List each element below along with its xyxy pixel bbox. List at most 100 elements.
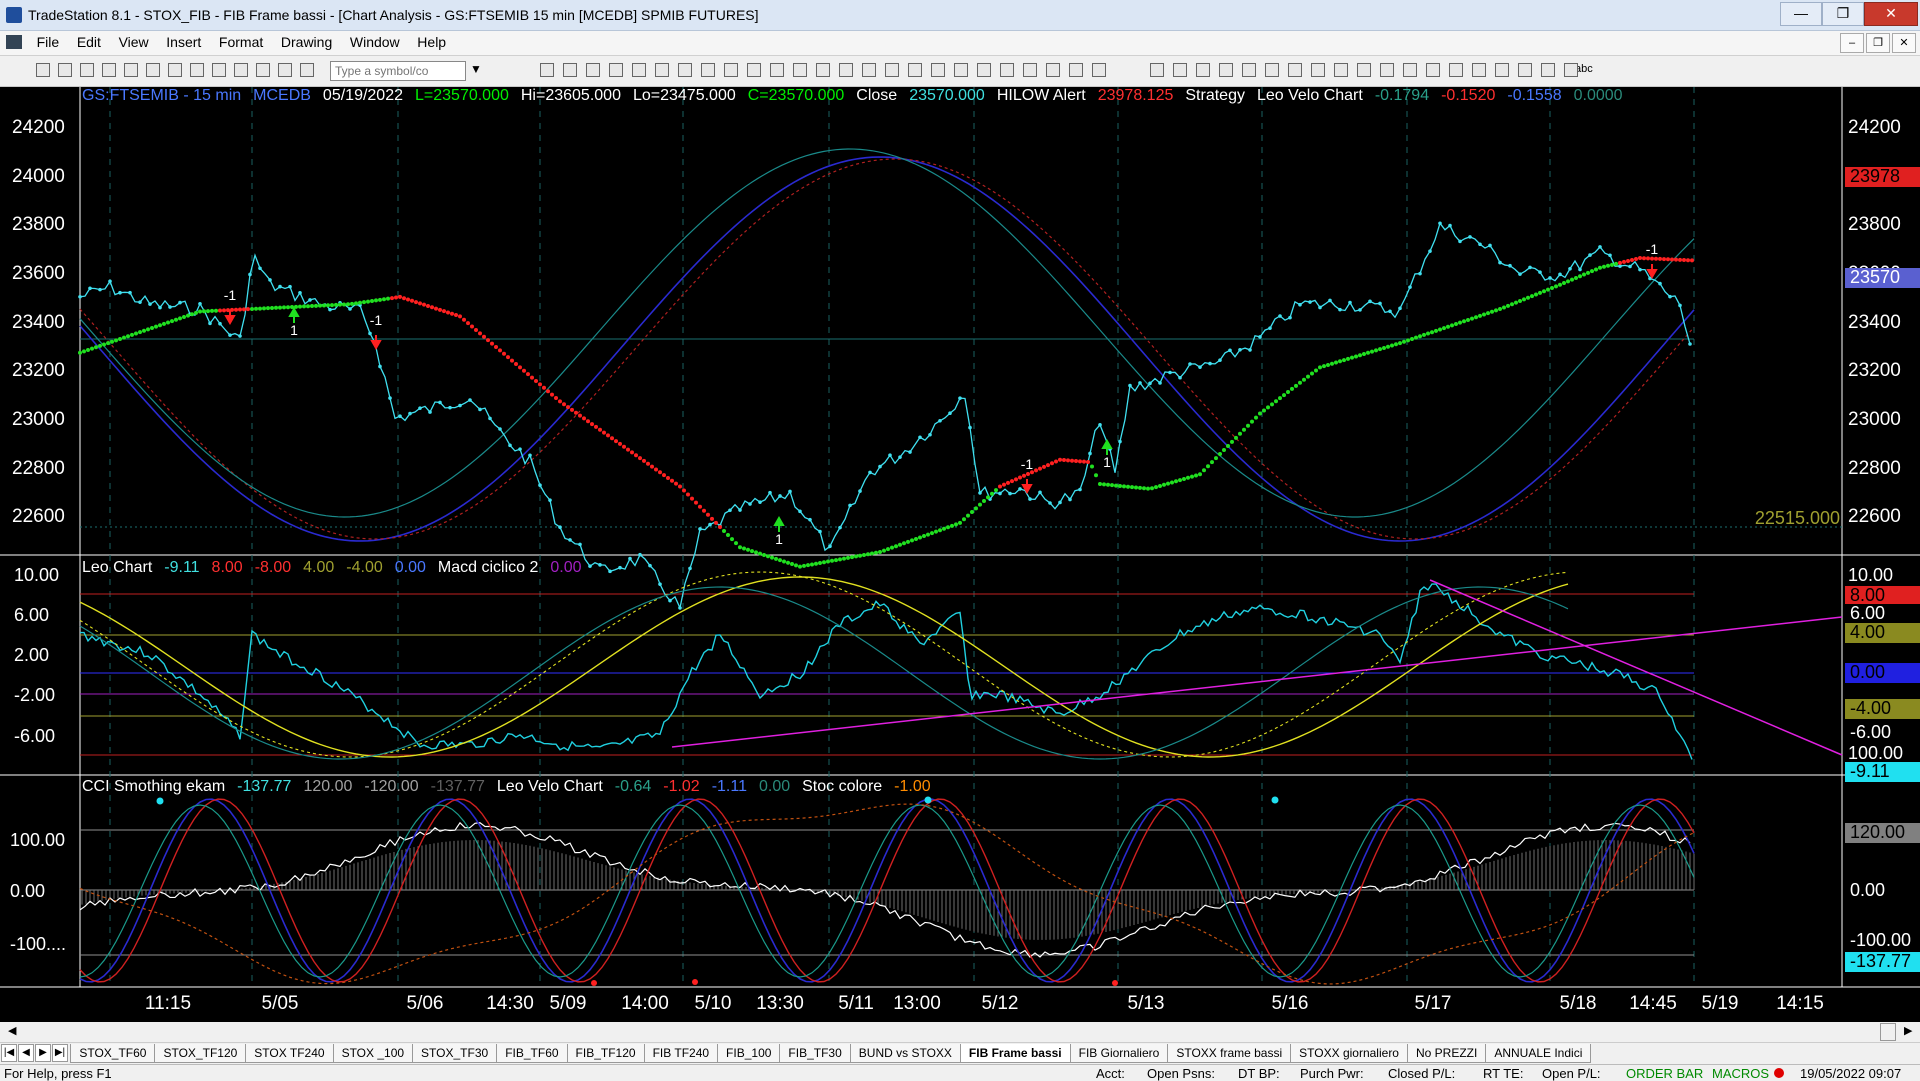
toolbar-tool-icon[interactable] (586, 63, 600, 77)
tab-fib-tf60[interactable]: FIB_TF60 (496, 1044, 568, 1063)
menu-view[interactable]: View (118, 34, 149, 50)
tab-fib-100[interactable]: FIB_100 (717, 1044, 781, 1063)
menu-window[interactable]: Window (349, 34, 400, 50)
toolbar-tool-icon[interactable] (102, 63, 116, 77)
tab-annuale-indici[interactable]: ANNUALE Indici (1485, 1044, 1592, 1063)
scroll-thumb[interactable] (1880, 1023, 1896, 1041)
toolbar-tool-icon[interactable] (1219, 63, 1233, 77)
toolbar-tool-icon[interactable] (977, 63, 991, 77)
mdi-close-button[interactable]: ✕ (1892, 33, 1916, 53)
toolbar-tool-icon[interactable] (1000, 63, 1014, 77)
toolbar-tool-icon[interactable] (770, 63, 784, 77)
tab-stox-tf30[interactable]: STOX_TF30 (412, 1044, 498, 1063)
toolbar-tool-icon[interactable] (1196, 63, 1210, 77)
toolbar-tool-icon[interactable] (1449, 63, 1463, 77)
scroll-left-icon[interactable]: ◀ (8, 1025, 17, 1037)
toolbar-tool-icon[interactable] (278, 63, 292, 77)
tab-bund-vs-stoxx[interactable]: BUND vs STOXX (849, 1044, 961, 1063)
toolbar-tool-icon[interactable] (1023, 63, 1037, 77)
toolbar-tool-icon[interactable] (1357, 63, 1371, 77)
toolbar-tool-icon[interactable] (1380, 63, 1394, 77)
horizontal-scrollbar[interactable]: ◀ ▶ (0, 1022, 1920, 1043)
toolbar-tool-icon[interactable] (885, 63, 899, 77)
tab-stoxx-frame-bassi[interactable]: STOXX frame bassi (1167, 1044, 1292, 1063)
toolbar-tool-icon[interactable] (1150, 63, 1164, 77)
toolbar-tool-icon[interactable] (1495, 63, 1509, 77)
menu-insert[interactable]: Insert (166, 34, 202, 50)
symbol-input[interactable] (330, 61, 466, 81)
macros-button[interactable]: MACROS (1712, 1066, 1770, 1081)
toolbar-tool-icon[interactable] (839, 63, 853, 77)
toolbar-tool-icon[interactable] (1265, 63, 1279, 77)
tab-last-icon[interactable]: ▶| (52, 1044, 68, 1062)
menu-drawing[interactable]: Drawing (280, 34, 333, 50)
toolbar-tool-icon[interactable] (1403, 63, 1417, 77)
toolbar-tool-icon[interactable] (701, 63, 715, 77)
tab-next-icon[interactable]: ▶ (35, 1044, 51, 1062)
chart-area[interactable]: -1 1 -1 1 -1 1 -1 GS:FTSEMIB - 15 min MCEDB 05/19… (0, 87, 1920, 1022)
tab-prev-icon[interactable]: ◀ (18, 1044, 34, 1062)
menu-format[interactable]: Format (218, 34, 264, 50)
toolbar-tool-icon[interactable] (1334, 63, 1348, 77)
toolbar-tool-icon[interactable] (724, 63, 738, 77)
minimize-button[interactable]: — (1780, 2, 1822, 26)
toolbar-tool-icon[interactable] (1092, 63, 1106, 77)
toolbar-tool-icon[interactable] (124, 63, 138, 77)
scroll-right-icon[interactable]: ▶ (1904, 1025, 1913, 1037)
chart-canvas[interactable]: -1 1 -1 1 -1 1 -1 GS:FTSEMIB - 15 min MCEDB 05/19… (0, 87, 1920, 1022)
maximize-button[interactable]: ❐ (1822, 2, 1864, 26)
toolbar-tool-icon[interactable] (747, 63, 761, 77)
tab-fib-giornaliero[interactable]: FIB Giornaliero (1069, 1044, 1169, 1063)
toolbar-tool-icon[interactable] (1242, 63, 1256, 77)
toolbar-tool-icon[interactable] (931, 63, 945, 77)
toolbar-tool-icon[interactable] (256, 63, 270, 77)
toolbar-tool-icon[interactable] (212, 63, 226, 77)
tab-stox-100[interactable]: STOX _100 (332, 1044, 414, 1063)
toolbar-tool-icon[interactable] (1426, 63, 1440, 77)
tab-fib-frame-bassi[interactable]: FIB Frame bassi (959, 1044, 1071, 1063)
close-button[interactable]: ✕ (1864, 2, 1918, 26)
toolbar-tool-icon[interactable] (168, 63, 182, 77)
toolbar-tool-icon[interactable] (655, 63, 669, 77)
tab-fib-tf30[interactable]: FIB_TF30 (779, 1044, 851, 1063)
tab-stox-tf60[interactable]: STOX_TF60 (70, 1044, 156, 1063)
toolbar-tool-icon[interactable] (300, 63, 314, 77)
toolbar-tool-icon[interactable] (793, 63, 807, 77)
toolbar-tool-icon[interactable] (1069, 63, 1083, 77)
toolbar-tool-icon[interactable] (862, 63, 876, 77)
toolbar-tool-icon[interactable] (1541, 63, 1555, 77)
tab-stox-tf120[interactable]: STOX_TF120 (154, 1044, 247, 1063)
toolbar-tool-icon[interactable] (80, 63, 94, 77)
dropdown-arrow-icon[interactable]: ▼ (470, 62, 482, 76)
menu-edit[interactable]: Edit (76, 34, 101, 50)
mdi-restore-button[interactable]: ❐ (1866, 33, 1890, 53)
toolbar-tool-icon[interactable] (1311, 63, 1325, 77)
toolbar-tool-icon[interactable] (58, 63, 72, 77)
mdi-minimize-button[interactable]: – (1840, 33, 1864, 53)
toolbar-tool-icon[interactable] (632, 63, 646, 77)
toolbar-tool-icon[interactable] (816, 63, 830, 77)
toolbar-tool-icon[interactable] (190, 63, 204, 77)
tab-first-icon[interactable]: |◀ (1, 1044, 17, 1062)
toolbar-tool-icon[interactable] (1518, 63, 1532, 77)
tab-fib-tf240[interactable]: FIB TF240 (643, 1044, 719, 1063)
toolbar-tool-icon[interactable] (540, 63, 554, 77)
toolbar-tool-icon[interactable] (678, 63, 692, 77)
order-bar-button[interactable]: ORDER BAR (1626, 1066, 1704, 1081)
toolbar-tool-icon[interactable] (1288, 63, 1302, 77)
toolbar-tool-icon[interactable] (563, 63, 577, 77)
text-tool-button[interactable]: abc (1575, 63, 1593, 75)
tab-stox-tf240[interactable]: STOX TF240 (245, 1044, 334, 1063)
toolbar-tool-icon[interactable] (1472, 63, 1486, 77)
toolbar-tool-icon[interactable] (234, 63, 248, 77)
menu-file[interactable]: File (36, 34, 60, 50)
toolbar-tool-icon[interactable] (1173, 63, 1187, 77)
toolbar-tool-icon[interactable] (609, 63, 623, 77)
toolbar-tool-icon[interactable] (954, 63, 968, 77)
toolbar-tool-icon[interactable] (1046, 63, 1060, 77)
toolbar-tool-icon[interactable] (908, 63, 922, 77)
toolbar-tool-icon[interactable] (1564, 63, 1578, 77)
tab-stoxx-giornaliero[interactable]: STOXX giornaliero (1290, 1044, 1408, 1063)
tab-no-prezzi[interactable]: No PREZZI (1406, 1044, 1487, 1063)
toolbar-tool-icon[interactable] (146, 63, 160, 77)
